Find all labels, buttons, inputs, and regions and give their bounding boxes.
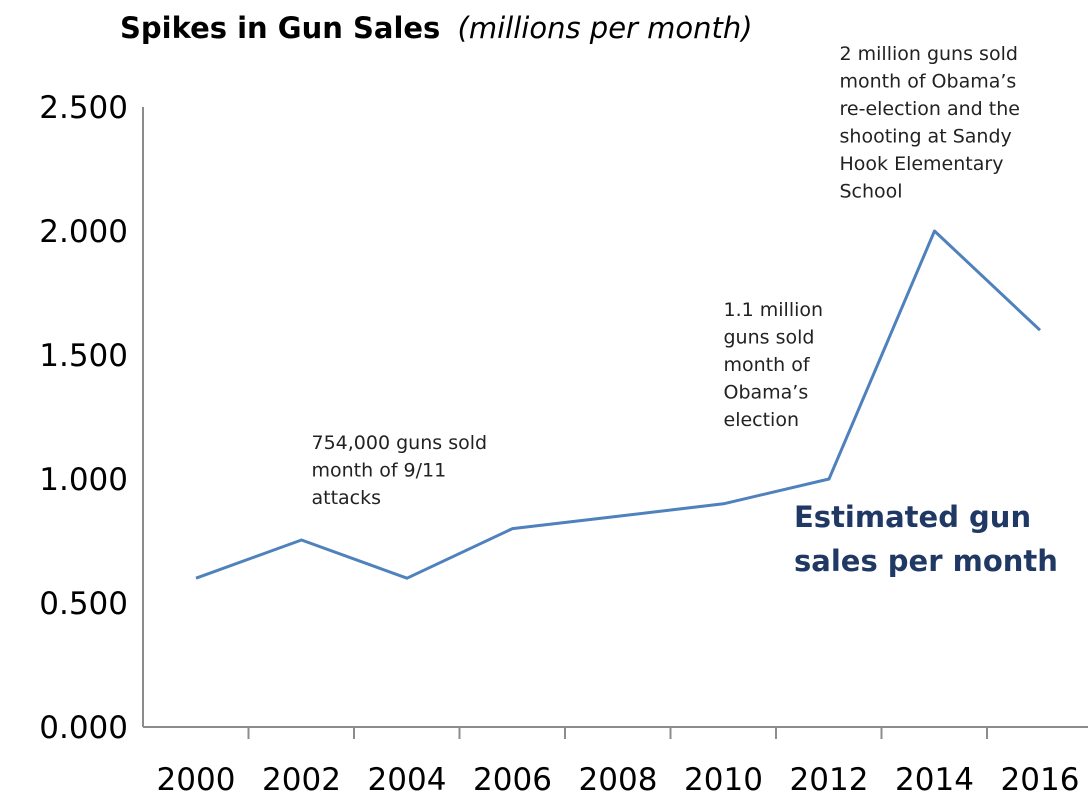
y-tick-label: 1.500: [39, 338, 128, 374]
x-axis-ticks: 2000 2002 2004 2006 2008 2010 2012 2014 2016: [157, 727, 1080, 798]
y-tick-label: 1.000: [39, 462, 128, 498]
annotation-line: election: [724, 409, 800, 431]
series-label-line: sales per month: [794, 544, 1058, 578]
y-axis-ticks: 0.000 0.500 1.000 1.500 2.000 2.500: [39, 90, 128, 746]
series-layer: [195, 229, 1042, 580]
annotation-line: 754,000 guns sold: [312, 432, 488, 454]
x-tick-label: 2016: [1001, 762, 1080, 798]
annotation-line: attacks: [312, 487, 382, 509]
annotation-line: School: [840, 181, 903, 203]
x-tick-label: 2004: [368, 762, 447, 798]
annotation: 2 million guns sold month of Obama’s re-el…: [840, 43, 1020, 203]
x-tick-label: 2012: [790, 762, 869, 798]
x-tick-label: 2008: [579, 762, 658, 798]
chart-title-main: Spikes in Gun Sales: [120, 11, 440, 45]
y-tick-label: 0.500: [39, 586, 128, 622]
annotation-line: 2 million guns sold: [840, 43, 1018, 65]
annotation-line: Obama’s: [724, 382, 809, 404]
annotation-line: month of: [724, 354, 811, 376]
x-tick-label: 2002: [262, 762, 341, 798]
y-tick-label: 2.500: [39, 90, 128, 126]
annotations: 754,000 guns sold month of 9/11 attacks 1.1…: [312, 43, 1020, 509]
annotation-line: 1.1 million: [724, 299, 824, 321]
annotation-line: month of Obama’s: [840, 71, 1017, 93]
series-line: [195, 229, 1042, 580]
x-tick-label: 2010: [684, 762, 763, 798]
chart-title: Spikes in Gun Sales (millions per month): [120, 11, 753, 45]
annotation-line: shooting at Sandy: [840, 126, 1012, 148]
annotation-line: re-election and the: [840, 98, 1020, 120]
y-tick-label: 2.000: [39, 214, 128, 250]
x-tick-label: 2006: [473, 762, 552, 798]
y-tick-label: 0.000: [39, 710, 128, 746]
x-tick-label: 2014: [895, 762, 974, 798]
axes: [142, 107, 1088, 728]
annotation-line: month of 9/11: [312, 460, 447, 482]
chart-title-units: (millions per month): [458, 11, 753, 45]
series-label-line: Estimated gun: [794, 500, 1031, 534]
series-label: Estimated gun sales per month: [794, 500, 1058, 578]
annotation-line: Hook Elementary: [840, 153, 1004, 175]
annotation: 754,000 guns sold month of 9/11 attacks: [312, 432, 488, 509]
annotation: 1.1 million guns sold month of Obama’s elect…: [724, 299, 824, 431]
x-tick-label: 2000: [157, 762, 236, 798]
annotation-line: guns sold: [724, 327, 815, 349]
